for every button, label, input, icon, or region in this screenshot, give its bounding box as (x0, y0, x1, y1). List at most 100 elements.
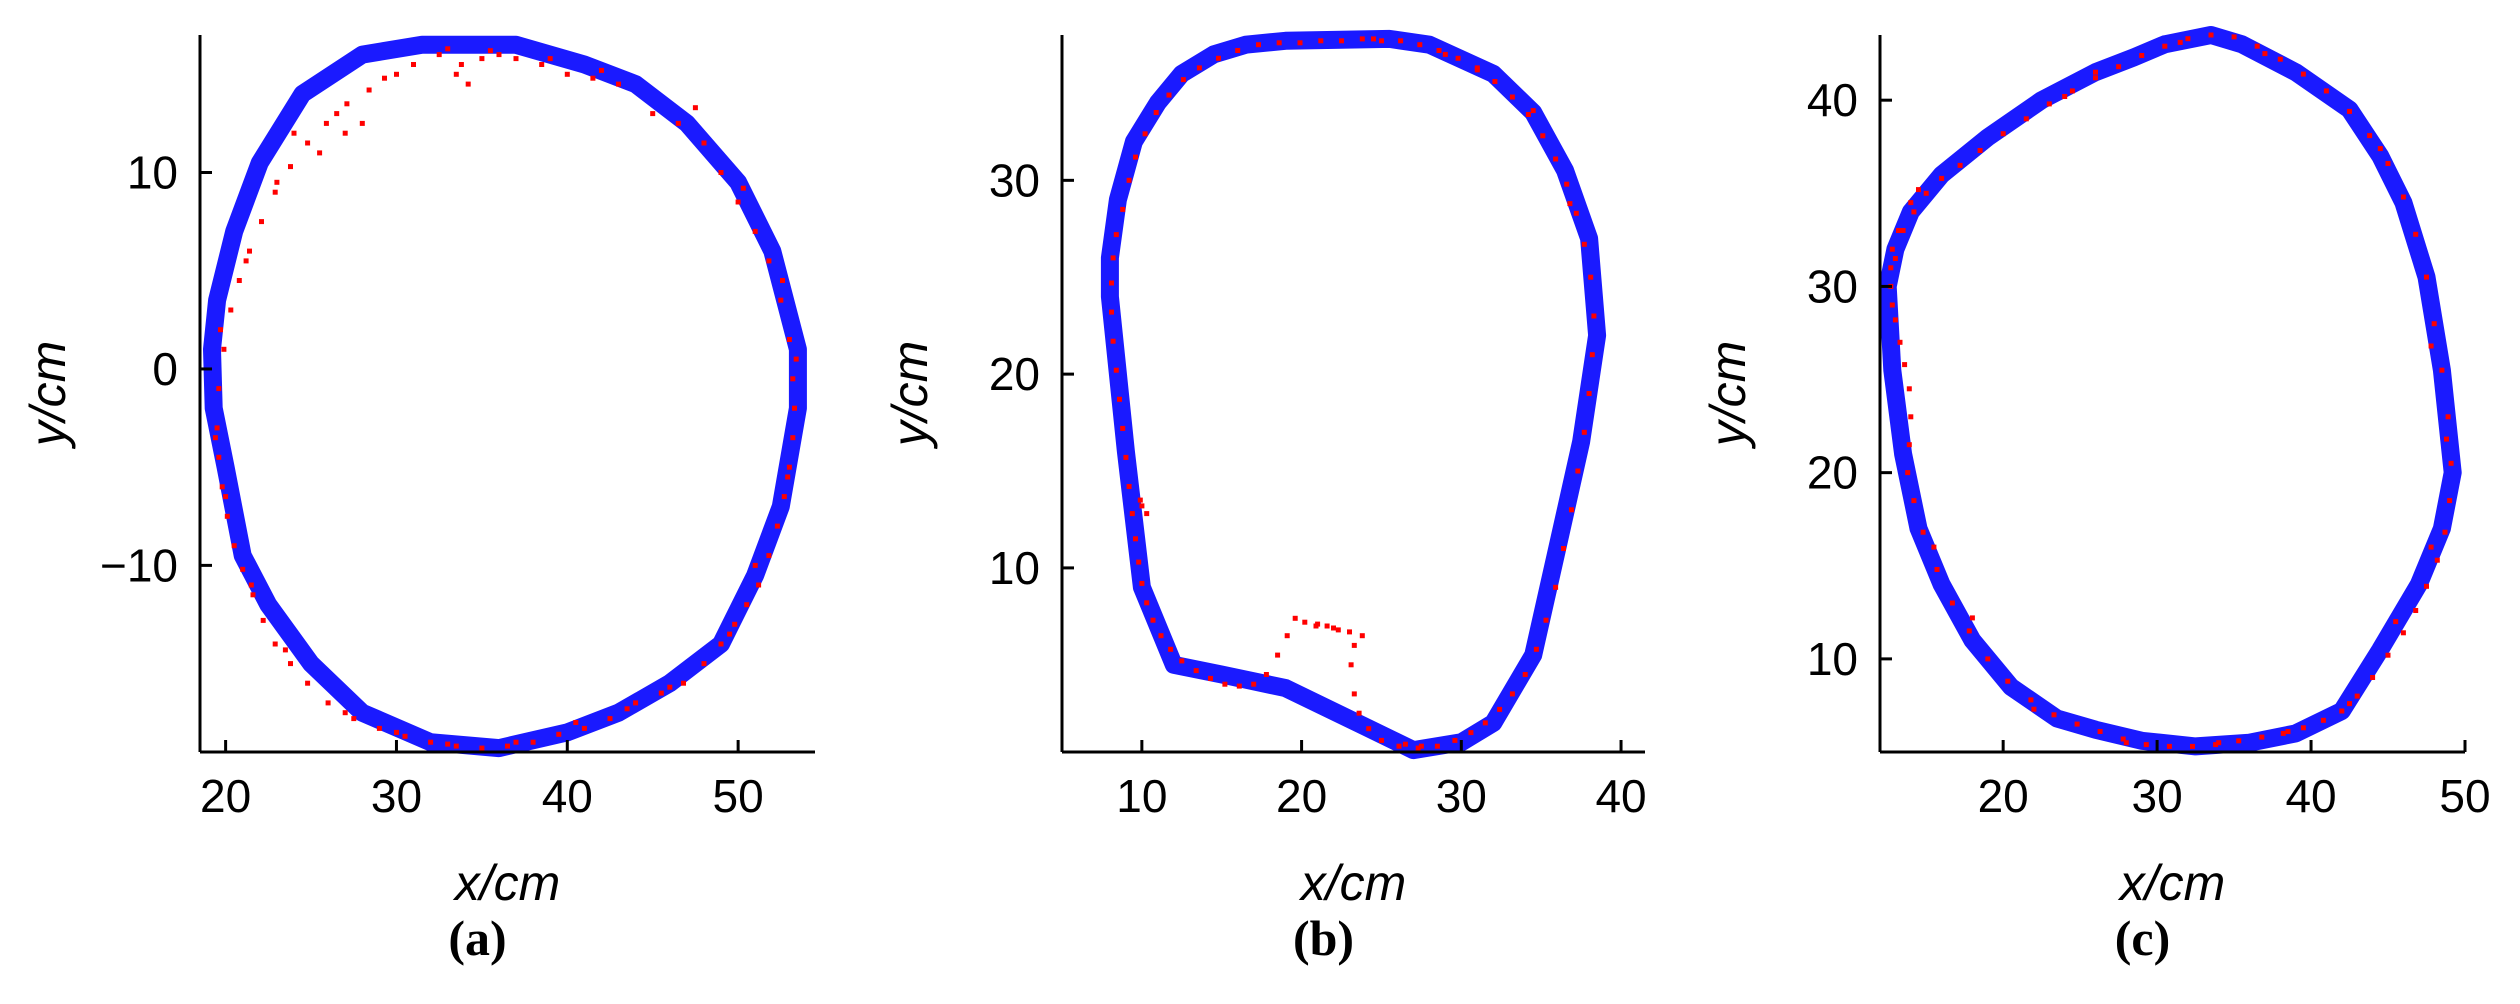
panel-a-data-point (786, 337, 792, 342)
panel-a-data-point (394, 71, 399, 77)
panel-a-data-point (212, 435, 218, 441)
panel-c-data-point (2216, 740, 2222, 746)
panel-c-data-point (2448, 460, 2454, 466)
panel-b-data-point (1398, 38, 1404, 44)
panel-b-data-point (1263, 672, 1269, 677)
panel-b-data-point (1509, 691, 1515, 697)
panel-b-y-axis-label: y/cm (882, 341, 938, 450)
panel-a-data-point (272, 189, 278, 195)
panel-c-data-point (2385, 652, 2391, 658)
panel-a-data-point (250, 592, 256, 598)
panel-c-data-point (2005, 678, 2011, 684)
panel-b-data-point (1324, 623, 1330, 629)
panel-b-data-point (1335, 627, 1341, 633)
panel-c-data-point (1906, 442, 1912, 448)
panel-a-boundary-line (203, 35, 807, 758)
panel-c-data-point (2285, 729, 2291, 734)
panel-b-data-point (1137, 497, 1143, 503)
panel-b-data-point (1109, 280, 1114, 286)
panel-a-x-tick-label: 50 (713, 770, 764, 822)
panel-c-data-point (1889, 246, 1895, 252)
panel-b-data-point (1144, 600, 1150, 606)
panel-a-data-point (260, 617, 266, 623)
panel-c-ticks: 20 30 40 50 10 20 30 40 (1807, 74, 2491, 822)
panel-b-data-point (1292, 615, 1298, 621)
panel-b-data-point (1347, 629, 1352, 635)
panel-a-data-point (564, 71, 570, 77)
panel-c-data-point (1939, 175, 1945, 181)
panel-b-data-point (1339, 38, 1344, 44)
panel-c-data-point (2162, 43, 2168, 49)
panel-a-data-point (790, 435, 796, 441)
panel-a-data-point (272, 641, 278, 647)
panel-a-data-point (376, 725, 382, 731)
panel-a-data-point (727, 631, 733, 637)
panel-a-data-point (274, 179, 280, 185)
panel-a-data-point (607, 716, 613, 722)
panel-b-ticks: 10 20 30 40 10 20 30 (989, 154, 1647, 822)
panel-b-x-tick-label: 30 (1436, 770, 1487, 822)
panel-c-data-point (2339, 708, 2345, 714)
panel-c-data-point (2347, 701, 2352, 707)
panel-b-data-point (1468, 730, 1474, 736)
panel-a-x-axis-label: x/cm (453, 855, 561, 911)
panel-a-data-point (231, 543, 237, 549)
panel-c-data-point (1920, 529, 1926, 535)
panel-c-data-point (1911, 209, 1917, 215)
panel-c-data-point (2442, 529, 2448, 535)
panel-b-data-point (1396, 743, 1402, 749)
panel-b-data-point (1569, 507, 1574, 513)
panel-a-data-point (547, 56, 553, 62)
panel-b-measured-points (1109, 36, 1597, 751)
panel-c-data-point (2413, 231, 2419, 237)
panel-b-data-point (1509, 94, 1515, 100)
panel-a-data-point (453, 743, 459, 749)
panel-c-data-point (2393, 619, 2399, 625)
panel-c-data-point (1905, 470, 1911, 476)
panel-c-x-tick-label: 30 (2132, 770, 2183, 822)
panel-b-data-point (1196, 65, 1202, 71)
panel-b-data-point (1302, 619, 1308, 625)
panel-c-data-point (1908, 200, 1914, 206)
panel-c-data-point (1896, 228, 1901, 233)
panel-a-data-point (224, 513, 230, 519)
panel-a-data-point (616, 81, 621, 87)
panel-a-data-point (394, 729, 399, 735)
panel-c-y-axis-label: y/cm (1700, 341, 1756, 450)
panel-b-data-point (1525, 112, 1531, 117)
panel-a-data-point (248, 582, 254, 588)
panel-c-data-point (2143, 742, 2149, 748)
panel-a-data-point (790, 376, 796, 382)
panel-a-data-point (581, 725, 587, 731)
panel-a-data-point (402, 733, 408, 739)
panel-b-y-tick-label: 30 (989, 154, 1040, 206)
panel-b-data-point (1179, 658, 1185, 664)
panel-a-data-point (740, 185, 746, 191)
panel-c-data-point (2177, 39, 2183, 45)
panel-c-data-point (1900, 228, 1906, 233)
panel-a-data-point (479, 745, 485, 751)
panel-a-data-point (216, 386, 222, 392)
panel-c-data-point (2139, 53, 2145, 58)
panel-b-data-point (1379, 737, 1384, 743)
panel-c-data-point (2120, 736, 2126, 742)
panel-c-data-point (2051, 712, 2057, 718)
panel-a-data-point (774, 523, 780, 529)
panel-c-data-point (2277, 56, 2283, 62)
panel-b-data-point (1533, 646, 1539, 652)
panel-b-data-point (1351, 691, 1357, 697)
panel-b: 10 20 30 40 10 20 30 x/cm y/cm (b) (882, 29, 1647, 966)
panel-a-data-point (240, 566, 246, 572)
panel-c-data-point (2262, 51, 2268, 57)
panel-c-data-point (2093, 69, 2098, 75)
panel-b-data-point (1216, 55, 1221, 61)
panel-c-data-point (2300, 725, 2306, 731)
panel-c-x-axis-label: x/cm (2118, 855, 2226, 911)
panel-c-data-point (2000, 131, 2006, 137)
panel-a-data-point (317, 150, 323, 156)
panel-b-data-point (1236, 683, 1242, 689)
panel-a-data-point (216, 454, 222, 460)
panel-a-y-tick-label: 0 (152, 343, 178, 395)
panel-b-data-point (1581, 429, 1587, 435)
panel-b-data-point (1110, 255, 1116, 261)
